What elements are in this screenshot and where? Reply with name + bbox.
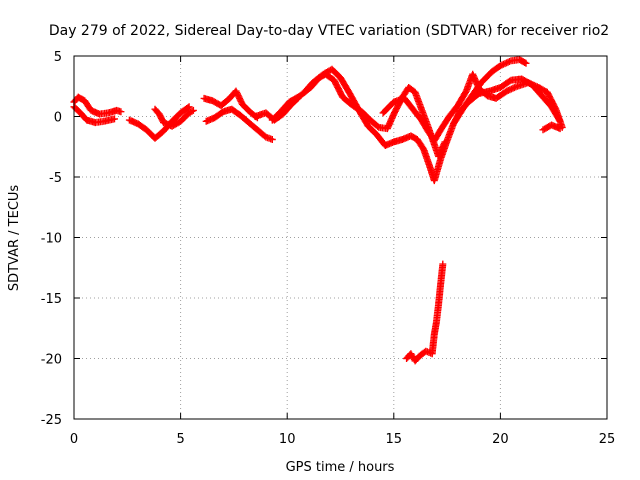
x-tick-label: 10	[279, 432, 296, 447]
track-a-point	[117, 108, 125, 116]
y-tick-label: 0	[54, 111, 62, 126]
track-j-point	[532, 82, 540, 90]
data-points	[70, 56, 566, 365]
track-f-point	[268, 136, 276, 143]
y-tick-label: -25	[41, 413, 62, 428]
track-j-point	[504, 86, 512, 94]
track-j-point	[524, 79, 532, 87]
track-k-point	[522, 59, 530, 67]
x-tick-label: 0	[70, 432, 78, 447]
y-tick-label: -20	[41, 353, 62, 368]
y-tick-label: -5	[49, 171, 62, 186]
track-c-point	[185, 103, 193, 111]
chart-title: Day 279 of 2022, Sidereal Day-to-day VTE…	[49, 23, 609, 39]
track-l-point	[556, 125, 564, 133]
track-d-point	[188, 107, 196, 115]
y-tick-label: 5	[54, 50, 62, 65]
x-tick-label: 5	[176, 432, 184, 447]
track-b-point	[111, 115, 118, 123]
y-axis-label: SDTVAR / TECUs	[7, 185, 22, 292]
track-k-point	[499, 60, 507, 68]
y-tick-label: -15	[41, 292, 62, 307]
track-k-point	[521, 59, 529, 66]
axis-ticks: 0 5 10 15 20 25 5 0 -5 -10 -15 -20 -25	[41, 50, 616, 447]
track-m-point	[439, 260, 447, 268]
track-d-point	[189, 106, 197, 114]
x-tick-label: 20	[492, 432, 509, 447]
y-tick-label: -10	[41, 232, 62, 247]
x-tick-label: 25	[599, 432, 616, 447]
x-axis-label: GPS time / hours	[286, 460, 395, 475]
x-tick-label: 15	[386, 432, 403, 447]
track-c-point	[184, 104, 192, 112]
